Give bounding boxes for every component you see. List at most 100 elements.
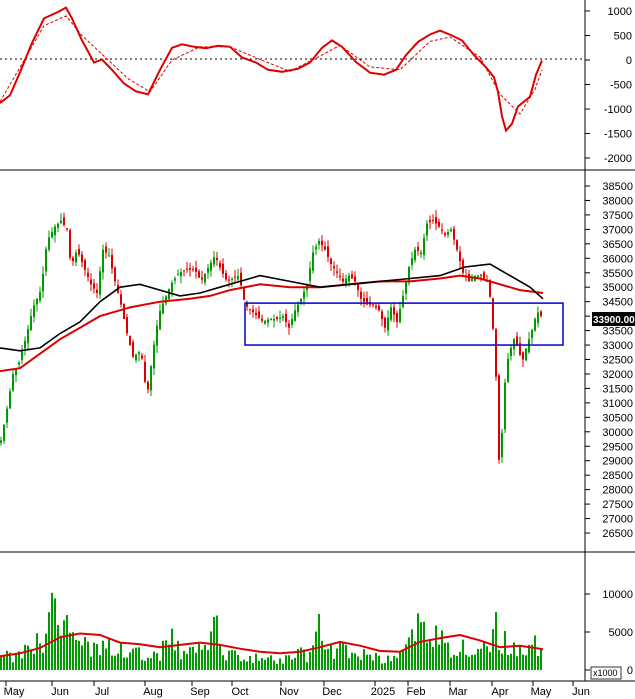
candle-body [219, 263, 221, 268]
candle-body [309, 268, 311, 282]
price-panel: 38500 38000 37500 37000 36500 36000 35500 35000… [0, 181, 635, 540]
volume-bar [432, 647, 434, 670]
candle-body [390, 307, 392, 320]
x-axis-label: Jun [51, 686, 69, 698]
candle-body [0, 440, 2, 443]
candle-body [45, 249, 47, 272]
candle-body [429, 220, 431, 223]
oscillator-main-line [0, 6, 543, 133]
price-tick-label: 38500 [602, 181, 633, 193]
volume-bar [201, 649, 203, 670]
candle-body [447, 232, 449, 236]
candle-body [180, 272, 182, 277]
volume-bar [414, 641, 416, 670]
candle-body [84, 260, 86, 270]
candle-body [15, 368, 17, 376]
volume-bar [312, 645, 314, 670]
volume-bar [429, 639, 431, 670]
volume-bar [279, 658, 281, 670]
volume-bar [291, 659, 293, 670]
volume-bar [261, 658, 263, 670]
volume-bar [486, 646, 488, 670]
volume-bar [207, 650, 209, 670]
volume-bar [345, 644, 347, 670]
candle-body [57, 223, 59, 228]
candle-body [495, 329, 497, 377]
volume-bar [228, 650, 230, 670]
candle-body [378, 305, 380, 311]
price-tick-label: 36000 [602, 253, 633, 265]
candle-body [321, 240, 323, 246]
candlesticks [0, 210, 542, 464]
candle-body [273, 319, 275, 321]
volume-bar [78, 640, 80, 670]
volume-bar [123, 657, 125, 670]
volume-bar [189, 647, 191, 670]
volume-bar [516, 656, 518, 670]
volume-bar [321, 640, 323, 670]
volume-bar [108, 638, 110, 670]
volume-bar [300, 647, 302, 670]
candle-body [162, 303, 164, 314]
volume-bar [138, 647, 140, 670]
volume-bar [180, 659, 182, 670]
candle-body [126, 317, 128, 334]
last-price-tag: 33900.00 [592, 312, 635, 327]
volume-bar [525, 655, 527, 670]
volume-bar [420, 622, 422, 670]
x-axis-label: Jun [572, 686, 590, 698]
volume-bar [402, 651, 404, 670]
candle-body [78, 248, 80, 255]
candle-body [339, 275, 341, 278]
volume-bar [93, 642, 95, 670]
volume-bar [252, 662, 254, 670]
volume-bar [531, 644, 533, 670]
candle-body [27, 329, 29, 344]
volume-bar [477, 649, 479, 670]
candle-body [213, 257, 215, 265]
candle-body [348, 275, 350, 282]
volume-bar [129, 652, 131, 670]
volume-bar [219, 645, 221, 670]
candle-body [336, 271, 338, 273]
volume-bar [168, 644, 170, 670]
candle-body [36, 298, 38, 305]
candle-body [288, 323, 290, 328]
price-tick-label: 31500 [602, 383, 633, 395]
candle-body [255, 312, 257, 316]
candle-body [204, 273, 206, 283]
candle-body [165, 296, 167, 304]
volume-bar [150, 658, 152, 670]
candle-body [87, 272, 89, 278]
candle-body [423, 238, 425, 256]
volume-bar [267, 657, 269, 670]
candle-body [450, 229, 452, 232]
price-tick-label: 35000 [602, 282, 633, 294]
volume-bar [507, 654, 509, 670]
volume-bar [12, 662, 14, 670]
volume-bar [57, 624, 59, 670]
volume-bar [216, 615, 218, 670]
candle-body [132, 342, 134, 357]
volume-bar [147, 657, 149, 670]
candle-body [12, 373, 14, 391]
candle-body [222, 263, 224, 274]
candle-body [477, 275, 479, 277]
candle-body [150, 366, 152, 391]
candle-body [144, 361, 146, 382]
candle-body [105, 246, 107, 253]
price-tick-label: 27000 [602, 514, 633, 526]
volume-bar [324, 649, 326, 670]
candle-body [183, 270, 185, 272]
volume-bar [75, 640, 77, 670]
volume-bar [30, 649, 32, 670]
candle-body [159, 310, 161, 330]
candle-body [333, 266, 335, 269]
candle-body [279, 317, 281, 319]
volume-bar [474, 654, 476, 670]
candle-body [153, 344, 155, 369]
candle-body [492, 298, 494, 329]
volume-bar [510, 653, 512, 670]
candle-body [513, 339, 515, 350]
